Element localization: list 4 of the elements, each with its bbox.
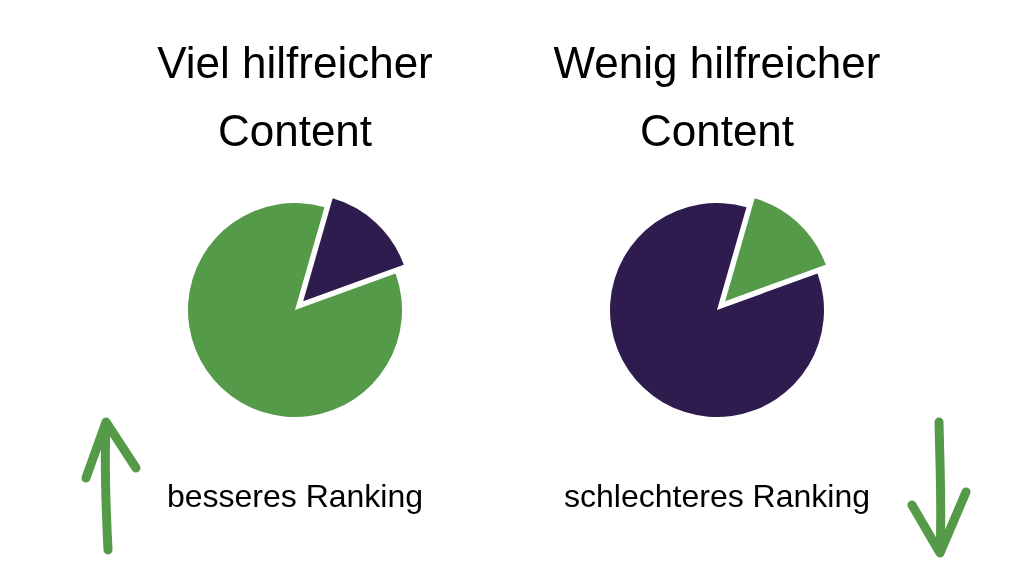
chart-title: Wenig hilfreicher Content bbox=[553, 38, 881, 155]
chart-title: Viel hilfreicher Content bbox=[157, 38, 433, 155]
text: besseres Ranking bbox=[166, 478, 424, 514]
text: schlechteres Ranking bbox=[564, 478, 870, 514]
